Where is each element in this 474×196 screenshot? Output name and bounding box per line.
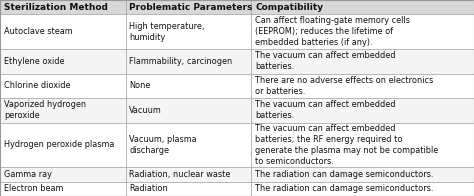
Bar [0, 14, 126, 49]
Bar [126, 14, 251, 49]
Bar [0, 167, 126, 182]
Bar [0, 98, 126, 122]
Text: Flammability, carcinogen: Flammability, carcinogen [129, 57, 233, 66]
Bar [126, 167, 251, 182]
Bar [126, 0, 251, 14]
Bar [251, 14, 474, 49]
Text: Autoclave steam: Autoclave steam [4, 27, 73, 36]
Bar [251, 182, 474, 196]
Bar [251, 98, 474, 122]
Text: Vacuum, plasma
discharge: Vacuum, plasma discharge [129, 135, 197, 155]
Bar [126, 98, 251, 122]
Text: Hydrogen peroxide plasma: Hydrogen peroxide plasma [4, 141, 114, 150]
Text: Ethylene oxide: Ethylene oxide [4, 57, 64, 66]
Text: Electron beam: Electron beam [4, 184, 63, 193]
Text: The radiation can damage semiconductors.: The radiation can damage semiconductors. [255, 184, 433, 193]
Text: Sterilization Method: Sterilization Method [4, 3, 108, 12]
Bar [126, 74, 251, 98]
Text: Problematic Parameters: Problematic Parameters [129, 3, 253, 12]
Bar [0, 182, 126, 196]
Bar [0, 122, 126, 167]
Bar [0, 74, 126, 98]
Text: Radiation: Radiation [129, 184, 168, 193]
Text: Can affect floating-gate memory cells
(EEPROM); reduces the lifetime of
embedded: Can affect floating-gate memory cells (E… [255, 16, 410, 47]
Bar [0, 0, 126, 14]
Text: High temperature,
humidity: High temperature, humidity [129, 22, 205, 42]
Bar [126, 122, 251, 167]
Bar [126, 49, 251, 74]
Bar [251, 49, 474, 74]
Text: The radiation can damage semiconductors.: The radiation can damage semiconductors. [255, 170, 433, 179]
Bar [0, 49, 126, 74]
Text: Vaporized hydrogen
peroxide: Vaporized hydrogen peroxide [4, 100, 86, 120]
Text: Chlorine dioxide: Chlorine dioxide [4, 81, 70, 90]
Text: Compatibility: Compatibility [255, 3, 323, 12]
Text: Gamma ray: Gamma ray [4, 170, 52, 179]
Bar [251, 167, 474, 182]
Bar [126, 182, 251, 196]
Text: Radiation, nuclear waste: Radiation, nuclear waste [129, 170, 231, 179]
Bar [251, 122, 474, 167]
Text: The vacuum can affect embedded
batteries.: The vacuum can affect embedded batteries… [255, 100, 395, 120]
Text: Vacuum: Vacuum [129, 106, 162, 115]
Text: None: None [129, 81, 151, 90]
Text: The vacuum can affect embedded
batteries; the RF energy required to
generate the: The vacuum can affect embedded batteries… [255, 124, 438, 166]
Bar [251, 0, 474, 14]
Text: There are no adverse effects on electronics
or batteries.: There are no adverse effects on electron… [255, 76, 433, 96]
Bar [251, 74, 474, 98]
Text: The vacuum can affect embedded
batteries.: The vacuum can affect embedded batteries… [255, 51, 395, 71]
